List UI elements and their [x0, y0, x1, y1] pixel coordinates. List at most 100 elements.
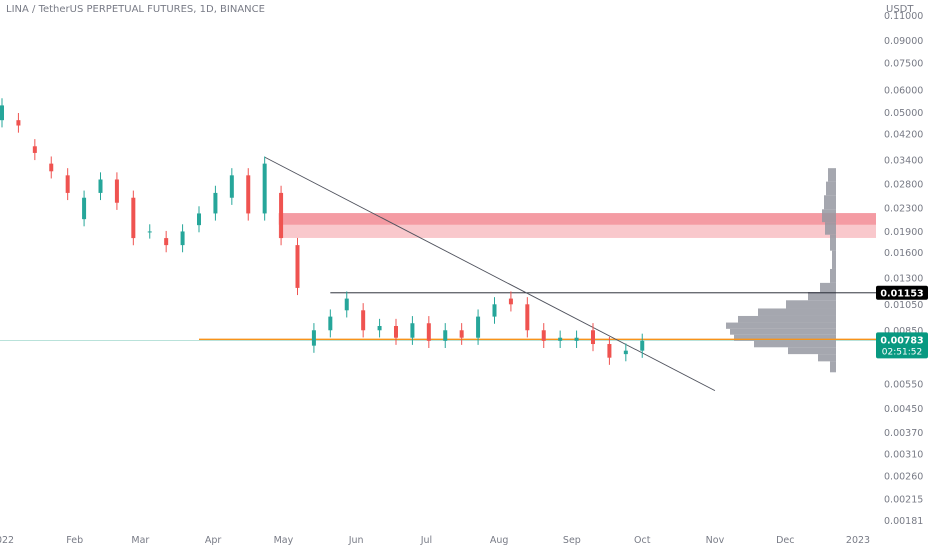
candle	[492, 304, 497, 317]
current-price-label: 0.00783	[880, 335, 923, 346]
volume-profile-bar	[830, 234, 836, 251]
candle	[574, 337, 579, 341]
candle	[246, 175, 251, 214]
y-tick-label: 0.02300	[884, 203, 923, 214]
y-tick-label: 0.00260	[884, 471, 923, 482]
candle	[558, 337, 563, 341]
y-tick-label: 0.01900	[884, 227, 923, 238]
x-tick-label: Feb	[66, 535, 83, 546]
candle	[476, 316, 481, 338]
candle	[525, 304, 530, 331]
y-tick-label: 0.00370	[884, 428, 923, 439]
candle	[410, 323, 415, 338]
volume-profile-bar	[818, 354, 836, 362]
candle	[82, 197, 87, 220]
x-tick-label: 2023	[846, 535, 870, 546]
candle	[640, 340, 645, 351]
volume-profile-bar	[734, 334, 836, 341]
y-tick-label: 0.01600	[884, 248, 923, 259]
y-tick-label: 0.00550	[884, 379, 923, 390]
candle	[164, 238, 169, 246]
candle	[229, 175, 234, 198]
candle	[295, 245, 300, 288]
currency-label: USDT	[886, 4, 914, 15]
y-tick-label: 0.11000	[884, 11, 923, 22]
volume-profile-bar	[828, 168, 836, 182]
volume-profile-bar	[830, 268, 836, 283]
candle	[279, 192, 284, 239]
candle	[196, 213, 201, 226]
bar-countdown-label: 02:51:52	[882, 347, 922, 357]
volume-profile-bar	[754, 340, 836, 348]
volume-profile-bar	[726, 322, 836, 329]
y-tick-label: 0.00310	[884, 450, 923, 461]
candle	[443, 330, 448, 341]
volume-profile-bar	[820, 282, 836, 293]
volume-profile-bar	[786, 300, 836, 309]
candle	[459, 330, 464, 338]
volume-profile-bar	[758, 308, 836, 316]
resistance-price-label: 0.01153	[880, 288, 923, 299]
candle	[114, 179, 119, 203]
candle	[32, 146, 37, 153]
y-tick-label: 0.00850	[884, 326, 923, 337]
x-tick-label: Jun	[348, 535, 364, 546]
x-tick-label: Oct	[634, 535, 651, 546]
volume-profile-bar	[830, 361, 836, 373]
trendline	[264, 156, 716, 392]
y-tick-label: 0.00450	[884, 404, 923, 415]
candle	[98, 179, 103, 193]
y-tick-label: 0.04200	[884, 129, 923, 140]
y-tick-label: 0.01050	[884, 300, 923, 311]
y-tick-label: 0.07500	[884, 58, 923, 69]
current-price-badge	[876, 332, 928, 359]
volume-profile-bar	[824, 195, 836, 210]
candle	[426, 323, 431, 341]
y-tick-label: 0.03400	[884, 155, 923, 166]
candle	[0, 105, 4, 121]
candle	[147, 231, 152, 233]
candle	[623, 350, 628, 355]
x-tick-label: Aug	[490, 535, 509, 546]
candle	[590, 330, 595, 345]
x-tick-label: 2022	[0, 535, 14, 546]
x-tick-label: Apr	[205, 535, 222, 546]
candle	[213, 192, 218, 214]
candle	[328, 316, 333, 331]
candle	[377, 326, 382, 331]
chart-title: LINA / TetherUS PERPETUAL FUTURES, 1D, B…	[6, 4, 265, 15]
volume-profile-bar	[788, 347, 836, 355]
candle	[180, 231, 185, 246]
y-tick-label: 0.05000	[884, 108, 923, 119]
y-tick-label: 0.00181	[884, 516, 923, 527]
x-tick-label: Dec	[776, 535, 794, 546]
x-tick-label: Sep	[563, 535, 581, 546]
volume-profile-bar	[826, 181, 836, 196]
x-tick-label: Mar	[131, 535, 149, 546]
candle	[508, 298, 513, 305]
y-tick-label: 0.09000	[884, 36, 923, 47]
volume-profile-bar	[808, 292, 836, 301]
y-tick-label: 0.00215	[884, 495, 923, 506]
supply-zone-core	[278, 213, 876, 225]
volume-profile-bar	[832, 250, 836, 269]
candle	[49, 163, 54, 172]
candle	[16, 120, 21, 126]
candle	[541, 330, 546, 341]
x-tick-label: Nov	[706, 535, 725, 546]
y-tick-label: 0.06000	[884, 86, 923, 97]
candle	[361, 310, 366, 331]
x-tick-label: May	[274, 535, 294, 546]
y-tick-label: 0.02800	[884, 179, 923, 190]
volume-profile-bar	[825, 222, 836, 235]
candle	[607, 344, 612, 358]
volume-profile-bar	[730, 328, 836, 335]
x-tick-label: Jul	[420, 535, 432, 546]
volume-profile-bar	[822, 209, 836, 223]
candle	[131, 197, 136, 239]
resistance-price-badge	[876, 285, 928, 300]
candle	[65, 175, 70, 193]
candle	[311, 330, 316, 346]
